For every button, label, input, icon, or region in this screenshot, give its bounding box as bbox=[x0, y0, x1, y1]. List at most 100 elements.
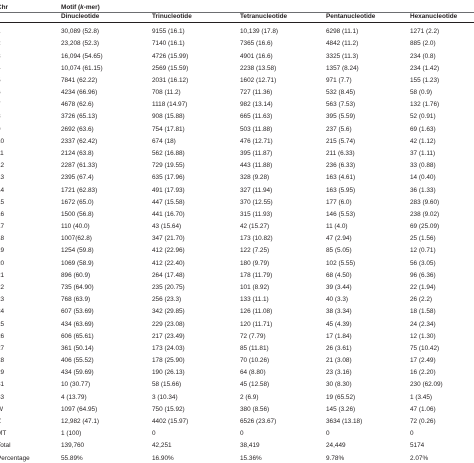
value-cell: 85 (5.05) bbox=[326, 247, 352, 255]
chr-cell: MT bbox=[0, 430, 7, 438]
value-cell: 22 (1.94) bbox=[410, 283, 436, 291]
column-header-hexanucleotide: Hexanucleotide bbox=[410, 13, 458, 20]
value-cell: 126 (11.08) bbox=[240, 308, 273, 316]
value-cell: 217 (23.49) bbox=[152, 332, 185, 340]
value-cell: 42,251 bbox=[152, 442, 172, 450]
value-cell: 45 (4.39) bbox=[326, 320, 352, 328]
value-cell: 39 (3.44) bbox=[326, 283, 352, 291]
value-cell: 215 (5.74) bbox=[326, 137, 356, 145]
column-header-trinucleotide: Trinucleotide bbox=[152, 13, 192, 20]
chr-cell: 6 bbox=[0, 89, 1, 97]
chr-cell: 12 bbox=[0, 162, 5, 170]
value-cell: 708 (11.2) bbox=[152, 89, 181, 97]
value-cell: 16.90% bbox=[152, 454, 174, 462]
value-cell: 434 (59.69) bbox=[61, 369, 94, 377]
value-cell: 2 (6.9) bbox=[240, 393, 259, 401]
value-cell: 635 (17.96) bbox=[152, 174, 185, 182]
value-cell: 327 (11.94) bbox=[240, 186, 273, 194]
value-cell: 68 (4.50) bbox=[326, 271, 352, 279]
value-cell: 395 (5.59) bbox=[326, 113, 356, 121]
value-cell: 56 (3.05) bbox=[410, 259, 436, 267]
chr-cell: 21 bbox=[0, 271, 5, 279]
value-cell: 1271 (2.2) bbox=[410, 28, 440, 36]
value-cell: 361 (50.14) bbox=[61, 344, 94, 352]
value-cell: 42 (1.12) bbox=[410, 137, 436, 145]
value-cell: 12 (1.30) bbox=[410, 332, 436, 340]
value-cell: 4842 (11.2) bbox=[326, 40, 359, 48]
value-cell: 7140 (16.1) bbox=[152, 40, 185, 48]
value-cell: 24 (2.34) bbox=[410, 320, 436, 328]
value-cell: 532 (8.45) bbox=[326, 89, 356, 97]
value-cell: 47 (2.94) bbox=[326, 235, 352, 243]
value-cell: 441 (16.70) bbox=[152, 210, 185, 218]
value-cell: 14 (0.40) bbox=[410, 174, 436, 182]
value-cell: 173 (10.82) bbox=[240, 235, 273, 243]
value-cell: 4234 (66.96) bbox=[61, 89, 98, 97]
value-cell: 1 (100) bbox=[61, 430, 82, 438]
value-cell: 230 (62.09) bbox=[410, 381, 443, 389]
value-cell: 1118 (14.97) bbox=[152, 101, 188, 109]
chr-cell: 25 bbox=[0, 320, 5, 328]
column-header-dinucleotide: Dinucleotide bbox=[61, 13, 100, 20]
value-cell: 18 (1.58) bbox=[410, 308, 436, 316]
value-cell: 4678 (62.6) bbox=[61, 101, 94, 109]
value-cell: 33 (0.88) bbox=[410, 162, 436, 170]
value-cell: 729 (19.55) bbox=[152, 162, 185, 170]
value-cell: 229 (23.08) bbox=[152, 320, 185, 328]
chr-cell: 9 bbox=[0, 126, 1, 134]
value-cell: 9.78% bbox=[326, 454, 345, 462]
chr-cell: Percentage bbox=[0, 454, 30, 462]
value-cell: 2395 (67.4) bbox=[61, 174, 94, 182]
chr-cell: 31 bbox=[0, 381, 5, 389]
chr-cell: 33 bbox=[0, 393, 5, 401]
value-cell: 2337 (62.42) bbox=[61, 137, 98, 145]
value-cell: 1602 (12.71) bbox=[240, 76, 277, 84]
value-cell: 177 (6.0) bbox=[326, 198, 352, 206]
value-cell: 1097 (64.95) bbox=[61, 405, 98, 413]
value-cell: 37 (1.11) bbox=[410, 150, 436, 157]
value-cell: 2692 (63.6) bbox=[61, 125, 94, 133]
value-cell: 237 (5.6) bbox=[326, 125, 352, 133]
value-cell: 12,982 (47.1) bbox=[61, 417, 100, 425]
chr-cell: 4 bbox=[0, 65, 1, 73]
chr-cell: W bbox=[0, 405, 4, 413]
chr-cell: 24 bbox=[0, 308, 5, 316]
chr-cell: 22 bbox=[0, 283, 5, 291]
value-cell: 665 (11.63) bbox=[240, 113, 273, 121]
value-cell: 47 (1.06) bbox=[410, 405, 436, 413]
chr-cell: 20 bbox=[0, 259, 5, 267]
value-cell: 122 (7.25) bbox=[240, 247, 270, 255]
value-cell: 190 (26.13) bbox=[152, 369, 185, 377]
value-cell: 443 (11.88) bbox=[240, 162, 273, 170]
value-cell: 3 (10.34) bbox=[152, 393, 178, 401]
chr-cell: Z bbox=[0, 418, 1, 426]
chr-cell: 2 bbox=[0, 40, 1, 48]
value-cell: 1672 (65.0) bbox=[61, 198, 94, 206]
value-cell: 328 (9.28) bbox=[240, 174, 270, 182]
value-cell: 476 (12.71) bbox=[240, 137, 273, 145]
value-cell: 1254 (59.8) bbox=[61, 247, 94, 255]
value-cell: 7841 (62.22) bbox=[61, 76, 98, 84]
value-cell: 17 (1.84) bbox=[326, 332, 352, 340]
value-cell: 2238 (13.58) bbox=[240, 64, 277, 72]
value-cell: 58 (15.66) bbox=[152, 381, 182, 389]
value-cell: 11 (4.0) bbox=[326, 223, 348, 231]
chr-cell: 23 bbox=[0, 296, 5, 304]
value-cell: 173 (24.03) bbox=[152, 344, 185, 352]
value-cell: 3634 (13.18) bbox=[326, 417, 363, 425]
value-cell: 412 (22.40) bbox=[152, 259, 185, 267]
value-cell: 4901 (16.6) bbox=[240, 52, 273, 60]
value-cell: 750 (15.92) bbox=[152, 405, 185, 413]
value-cell: 1721 (62.83) bbox=[61, 186, 98, 194]
value-cell: 85 (11.81) bbox=[240, 344, 269, 352]
value-cell: 606 (65.61) bbox=[61, 332, 94, 340]
value-cell: 43 (15.64) bbox=[152, 223, 182, 231]
value-cell: 503 (11.88) bbox=[240, 125, 273, 133]
value-cell: 235 (20.75) bbox=[152, 283, 185, 291]
chr-cell: 17 bbox=[0, 223, 5, 231]
value-cell: 145 (3.26) bbox=[326, 405, 356, 413]
value-cell: 38 (3.34) bbox=[326, 308, 352, 316]
value-cell: 21 (3.08) bbox=[326, 357, 352, 365]
value-cell: 447 (15.58) bbox=[152, 198, 185, 206]
value-cell: 1500 (56.8) bbox=[61, 210, 94, 218]
